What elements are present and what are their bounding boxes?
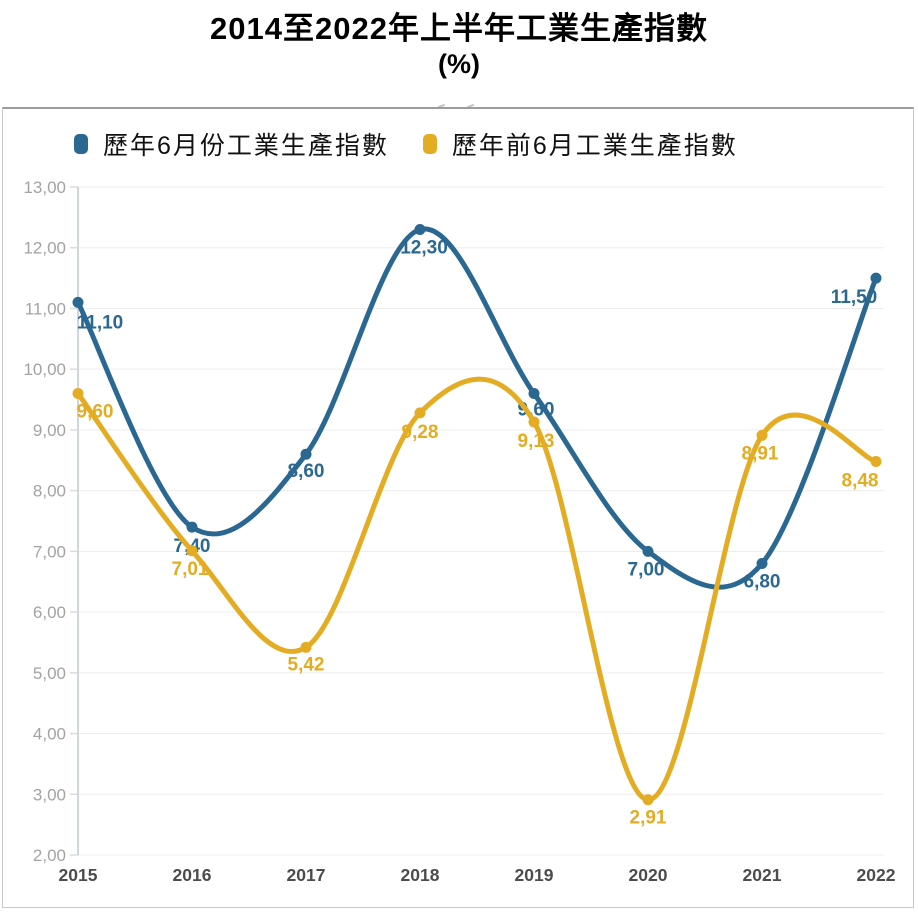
legend: 歷年6月份工業生產指數 歷年前6月工業生產指數: [74, 126, 738, 162]
legend-marker-blue-icon: [74, 134, 88, 154]
chart-title-line2: (%): [438, 48, 480, 79]
chart-panel: [2, 107, 914, 908]
clipped-text-artifact: [437, 94, 508, 109]
chart-title-line1: 2014至2022年上半年工業生產指數: [210, 11, 708, 46]
legend-item-first-half-index[interactable]: 歷年前6月工業生產指數: [422, 126, 738, 162]
legend-item-june-index[interactable]: 歷年6月份工業生產指數: [74, 126, 389, 162]
legend-label-first-half-index: 歷年前6月工業生產指數: [451, 132, 738, 160]
legend-marker-yellow-icon: [422, 134, 437, 154]
chart-title: 2014至2022年上半年工業生產指數 (%): [0, 10, 918, 80]
legend-label-june-index: 歷年6月份工業生產指數: [103, 132, 389, 160]
